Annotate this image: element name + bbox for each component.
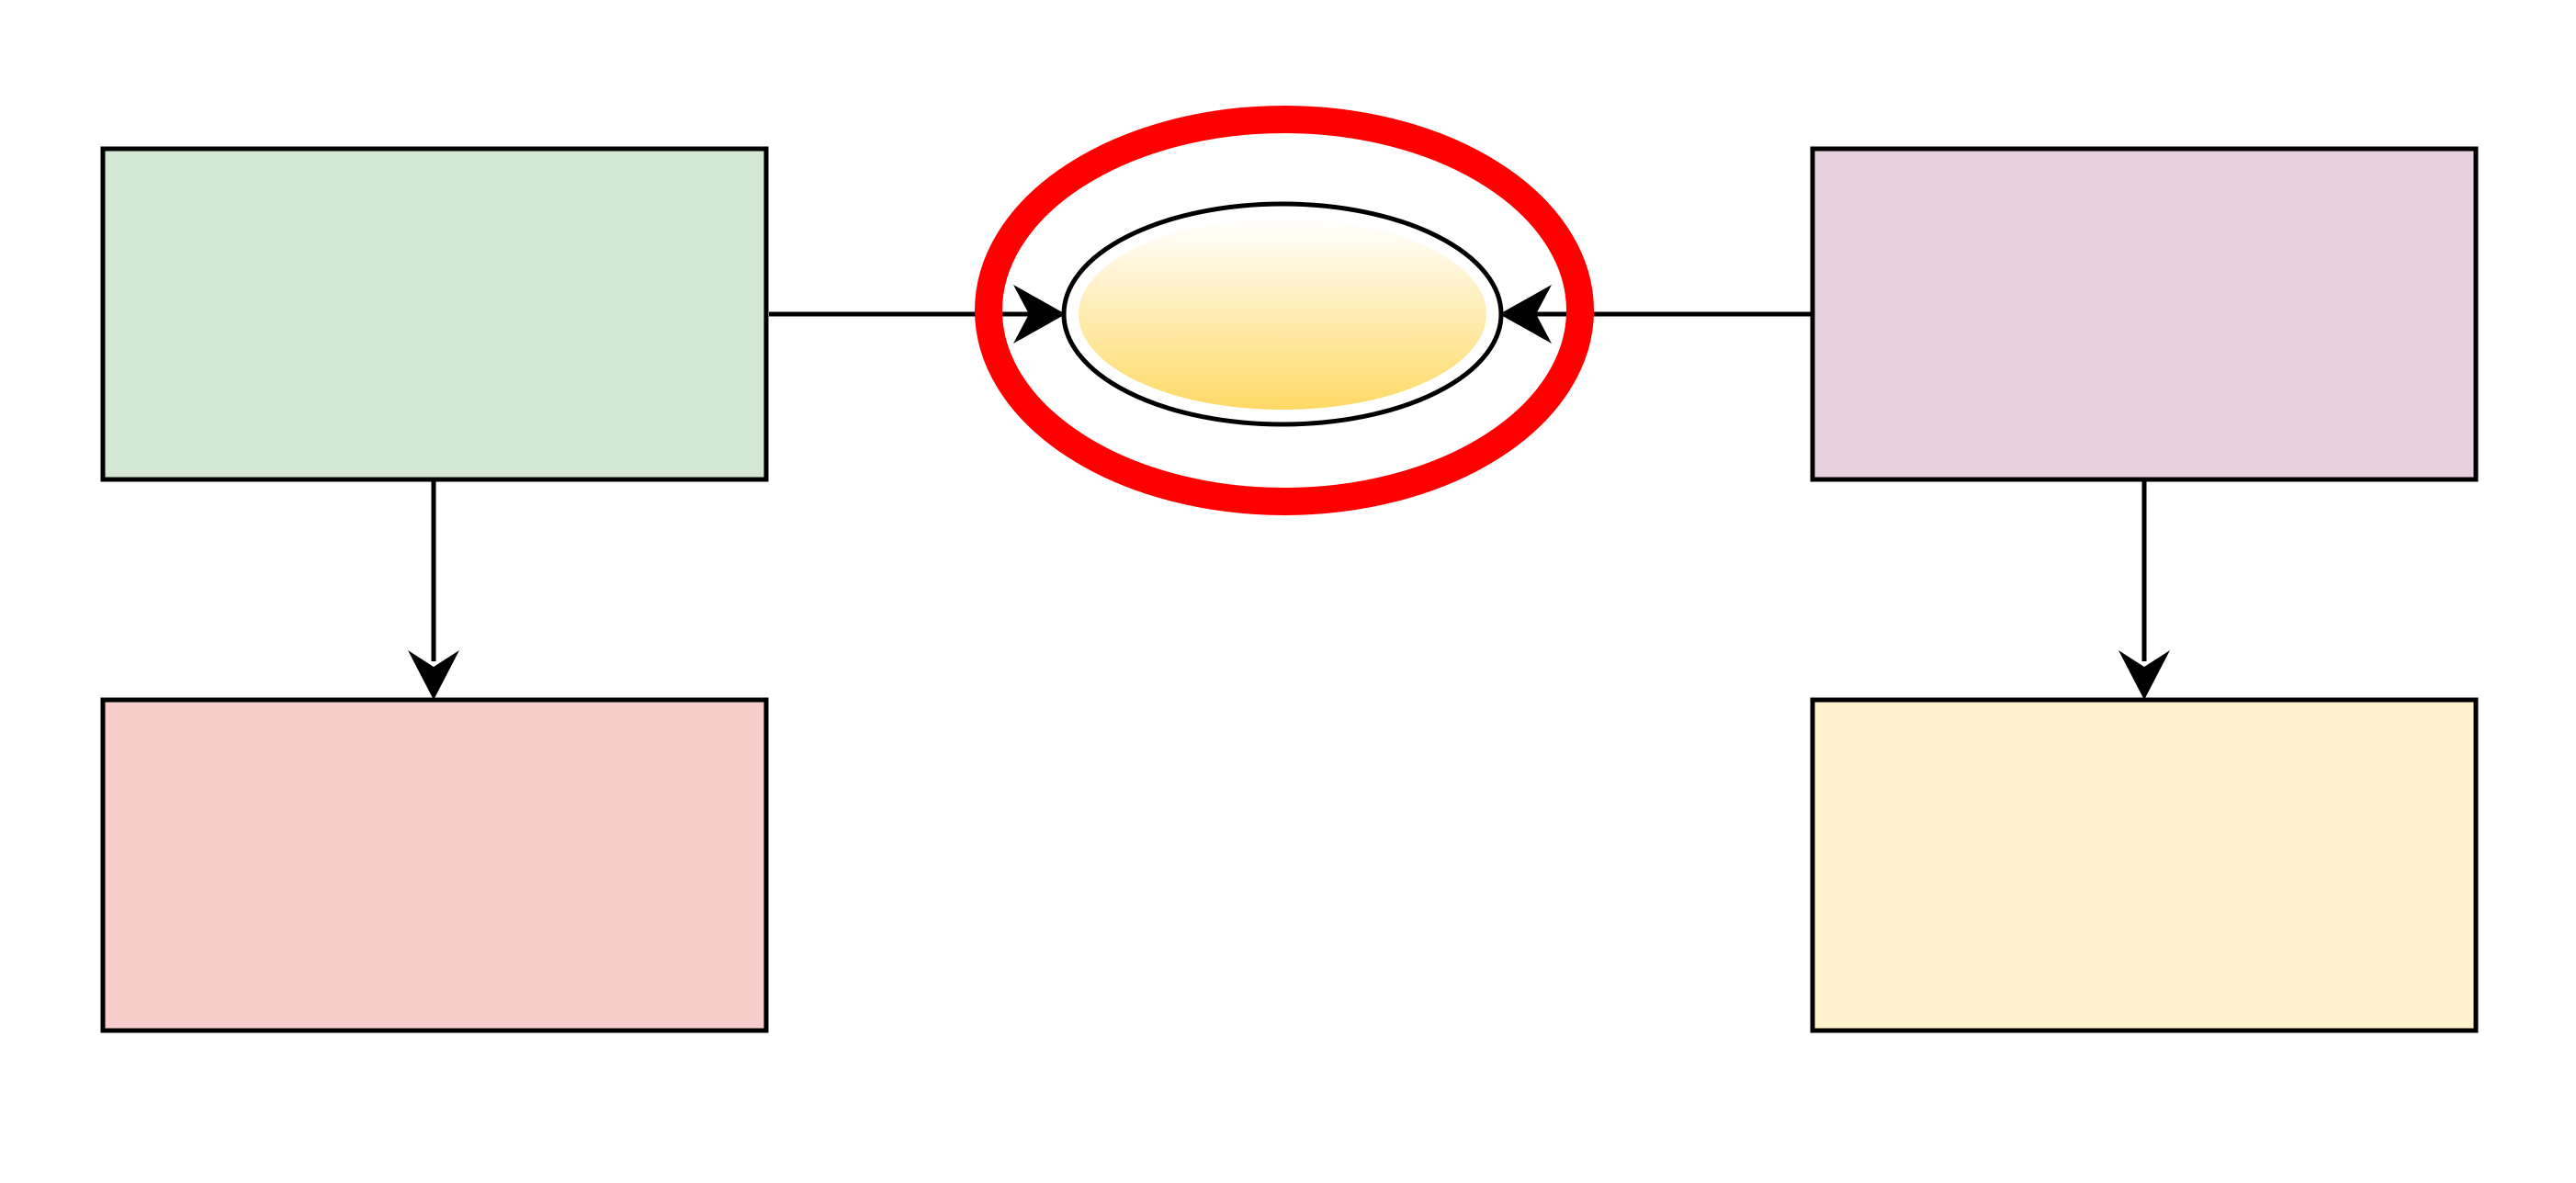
- scope-highlight-ring: [975, 106, 1594, 515]
- scope-inner-ellipse: [1079, 219, 1486, 410]
- controller-node: [1810, 146, 2479, 482]
- services-node: [1810, 697, 2479, 1033]
- view-node: [100, 146, 769, 482]
- edge-controller-to-services: [2118, 481, 2170, 700]
- edge-view-to-scope: [769, 285, 1066, 344]
- edge-controller-to-scope: [1499, 285, 1813, 344]
- edge-view-to-directives: [408, 481, 459, 700]
- directives-node: [100, 697, 769, 1033]
- scope-node: [1061, 201, 1504, 427]
